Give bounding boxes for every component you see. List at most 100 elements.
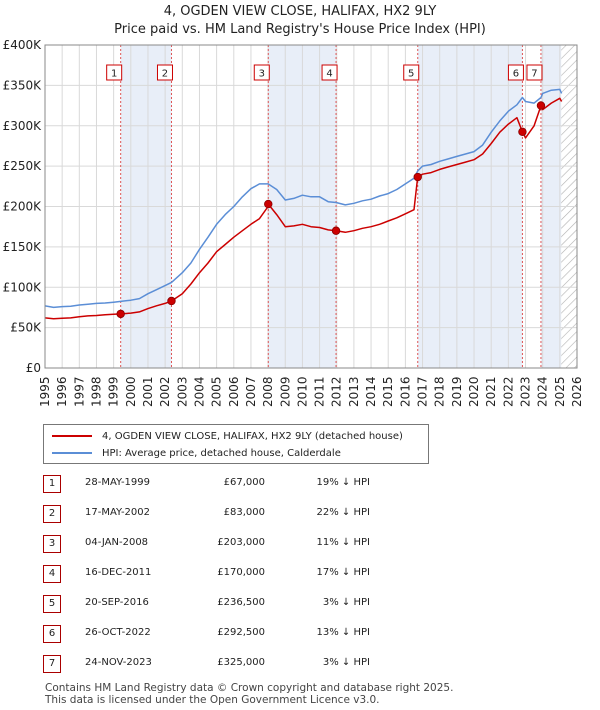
footer-copyright: Contains HM Land Registry data © Crown c… <box>45 682 454 694</box>
sale-label-box <box>253 64 270 81</box>
legend-label-property: 4, OGDEN VIEW CLOSE, HALIFAX, HX2 9LY (d… <box>102 430 403 442</box>
sale-date: 04-JAN-2008 <box>85 537 149 548</box>
y-tick-label: £250K <box>3 159 43 173</box>
sale-hpi-diff: 11% ↓ HPI <box>316 537 370 548</box>
hpi-line <box>45 88 563 309</box>
x-tick-label: 2020 <box>467 376 481 407</box>
sale-row: 4 16-DEC-2011 £170,000 17% ↓ HPI <box>0 565 600 583</box>
y-tick-label: £150K <box>3 240 43 254</box>
y-tick-label: £100K <box>3 280 43 294</box>
x-tick-label: 1999 <box>107 376 121 407</box>
x-tick-label: 2018 <box>433 376 447 407</box>
x-tick-label: 2016 <box>398 376 412 407</box>
x-tick-label: 2005 <box>210 376 224 407</box>
footer-licence: This data is licensed under the Open Gov… <box>45 694 380 706</box>
sale-date: 17-MAY-2002 <box>85 507 151 518</box>
sale-label-number: 3 <box>259 69 265 80</box>
y-tick-label: £0 <box>26 361 41 375</box>
sale-number-badge: 3 <box>43 535 61 553</box>
x-tick-label: 2001 <box>141 376 155 407</box>
x-tick-label: 2021 <box>484 376 498 407</box>
sale-price: £203,000 <box>217 537 265 548</box>
sale-label-box <box>526 64 543 81</box>
sale-price: £83,000 <box>223 507 265 518</box>
sale-date: 24-NOV-2023 <box>85 657 152 668</box>
sale-number-badge: 1 <box>43 475 61 493</box>
sale-date: 26-OCT-2022 <box>85 627 151 638</box>
sale-label-box <box>156 64 173 81</box>
legend-swatch-property <box>52 435 92 437</box>
sale-hpi-diff: 22% ↓ HPI <box>316 507 370 518</box>
sale-point <box>518 127 527 137</box>
property-price-line <box>45 97 563 320</box>
sale-label-number: 2 <box>162 69 168 80</box>
sale-hpi-diff: 3% ↓ HPI <box>322 657 370 668</box>
sale-number-badge: 2 <box>43 505 61 523</box>
sale-label-number: 7 <box>531 69 537 80</box>
sale-hpi-diff: 19% ↓ HPI <box>316 477 370 488</box>
x-tick-label: 2007 <box>244 376 258 407</box>
x-tick-label: 2019 <box>450 376 464 407</box>
sale-point <box>536 101 546 110</box>
x-tick-label: 1995 <box>38 376 52 407</box>
y-tick-label: £400K <box>3 38 43 52</box>
x-tick-label: 2017 <box>416 376 430 407</box>
sale-point <box>331 226 341 235</box>
legend-item-property: 4, OGDEN VIEW CLOSE, HALIFAX, HX2 9LY (d… <box>52 428 403 444</box>
chart-subtitle: Price paid vs. HM Land Registry's House … <box>114 22 486 37</box>
x-tick-label: 2002 <box>158 376 172 407</box>
sale-number-badge: 7 <box>43 655 61 673</box>
sale-date: 28-MAY-1999 <box>85 477 151 488</box>
legend-label-hpi: HPI: Average price, detached house, Cald… <box>102 447 341 459</box>
sale-price: £170,000 <box>217 567 265 578</box>
plot-frame <box>44 44 578 369</box>
sale-row: 5 20-SEP-2016 £236,500 3% ↓ HPI <box>0 595 600 613</box>
sale-price: £325,000 <box>217 657 265 668</box>
x-tick-label: 2012 <box>330 376 344 407</box>
x-tick-label: 2026 <box>570 376 584 407</box>
legend-swatch-hpi <box>52 452 92 454</box>
x-tick-label: 1998 <box>89 376 103 407</box>
sale-point <box>116 309 125 319</box>
sale-price: £292,500 <box>217 627 265 638</box>
sale-number-badge: 4 <box>43 565 61 583</box>
sale-hpi-diff: 17% ↓ HPI <box>316 567 370 578</box>
sale-number-badge: 6 <box>43 625 61 643</box>
sale-label-number: 5 <box>408 69 414 80</box>
x-tick-label: 2010 <box>295 376 309 407</box>
x-tick-label: 2011 <box>313 376 327 407</box>
y-tick-label: £50K <box>10 321 42 335</box>
x-tick-label: 2003 <box>175 376 189 407</box>
sale-row: 7 24-NOV-2023 £325,000 3% ↓ HPI <box>0 655 600 673</box>
x-tick-label: 2022 <box>501 376 515 407</box>
sale-label-number: 4 <box>326 69 332 80</box>
sale-label-box <box>321 64 338 81</box>
sale-hpi-diff: 13% ↓ HPI <box>316 627 370 638</box>
sale-label-number: 1 <box>111 69 117 80</box>
x-tick-label: 2004 <box>192 376 206 407</box>
x-tick-label: 2000 <box>124 376 138 407</box>
sale-row: 2 17-MAY-2002 £83,000 22% ↓ HPI <box>0 505 600 523</box>
x-tick-label: 2014 <box>364 376 378 407</box>
sale-date: 20-SEP-2016 <box>85 597 149 608</box>
x-tick-label: 2025 <box>553 376 567 407</box>
sale-row: 6 26-OCT-2022 £292,500 13% ↓ HPI <box>0 625 600 643</box>
x-tick-label: 2023 <box>519 376 533 407</box>
sale-date: 16-DEC-2011 <box>85 567 152 578</box>
x-tick-label: 2024 <box>536 376 550 407</box>
sale-price: £67,000 <box>223 477 265 488</box>
legend-item-hpi: HPI: Average price, detached house, Cald… <box>52 445 341 461</box>
sale-label-box <box>403 64 420 81</box>
x-tick-label: 2015 <box>381 376 395 407</box>
sale-label-box <box>106 64 123 81</box>
series-group <box>45 88 563 320</box>
sale-point <box>413 172 422 182</box>
x-tick-label: 2008 <box>261 376 275 407</box>
sale-point <box>264 199 273 209</box>
price-chart: 1 2 3 4 5 6 7 £0 £50K £100K £150K £200K £250K £300K £3… <box>3 38 584 407</box>
x-tick-label: 1996 <box>55 376 69 407</box>
sale-hpi-diff: 3% ↓ HPI <box>322 597 370 608</box>
x-tick-label: 2013 <box>347 376 361 407</box>
sale-point <box>167 296 176 306</box>
x-tick-label: 2009 <box>278 376 292 407</box>
